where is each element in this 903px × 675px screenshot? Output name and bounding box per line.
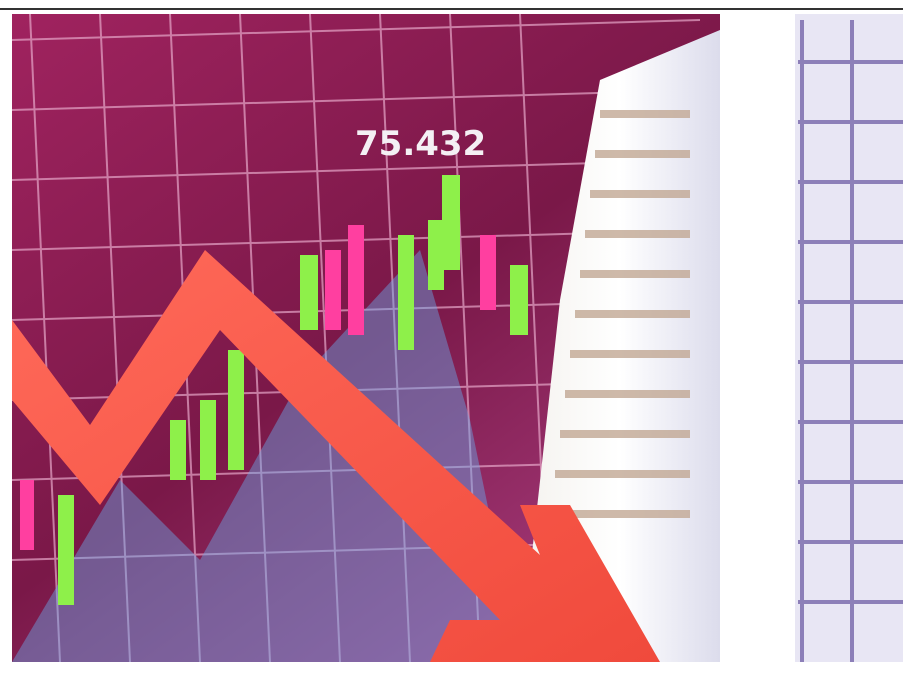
page: 75.432 (() => { const data = JSON.parse(…	[0, 0, 903, 675]
index-value: 75.432	[355, 124, 486, 164]
photo: 75.432	[0, 0, 903, 675]
scene: 75.432	[12, 14, 903, 662]
